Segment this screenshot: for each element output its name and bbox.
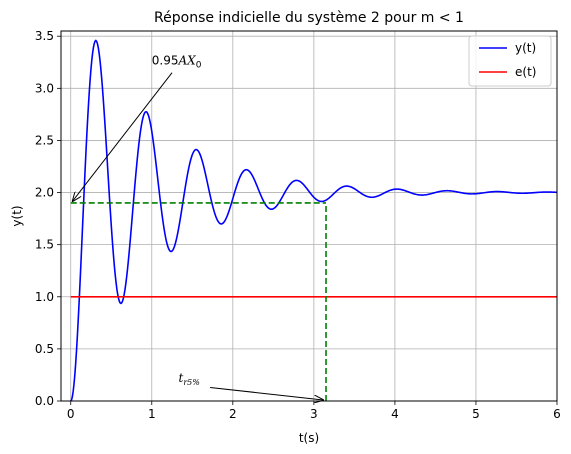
x-tick-label: 4 xyxy=(391,407,399,421)
legend-label-e: e(t) xyxy=(515,65,536,79)
x-axis-label: t(s) xyxy=(299,431,319,445)
series-line-y xyxy=(70,39,557,401)
annotation-label-095ax0: 0.95AX0 xyxy=(152,53,202,70)
annotation-arrow-095ax0 xyxy=(73,72,173,201)
x-tick-label: 2 xyxy=(229,407,237,421)
y-tick-label: 2.5 xyxy=(35,133,54,147)
legend: y(t) e(t) xyxy=(468,35,552,87)
series-layer xyxy=(70,39,557,401)
legend-box xyxy=(468,35,552,87)
y-tick-label: 2.0 xyxy=(35,186,54,200)
annotation-arrow-tr5 xyxy=(210,386,323,400)
annotations: 0.95AX0 tr5% xyxy=(73,53,323,400)
x-tick-label: 0 xyxy=(67,407,75,421)
plot-frame xyxy=(60,30,558,402)
y-tick-label: 1.0 xyxy=(35,290,54,304)
y-tick-label: 0.0 xyxy=(35,394,54,408)
x-tick-label: 3 xyxy=(310,407,318,421)
reference-lines xyxy=(70,202,327,401)
y-tick-label: 0.5 xyxy=(35,342,54,356)
x-axis-ticks: 0 1 2 3 4 5 6 xyxy=(67,401,561,421)
grid xyxy=(61,31,558,402)
y-tick-label: 3.0 xyxy=(35,81,54,95)
chart-title: Réponse indicielle du système 2 pour m <… xyxy=(154,10,464,26)
y-axis-label: y(t) xyxy=(10,205,24,226)
legend-label-y: y(t) xyxy=(515,41,536,55)
x-tick-label: 6 xyxy=(553,407,561,421)
x-tick-label: 1 xyxy=(148,407,156,421)
annotation-label-tr5: tr5% xyxy=(179,371,201,387)
y-axis-ticks: 0.0 0.5 1.0 1.5 2.0 2.5 3.0 3.5 xyxy=(35,29,61,408)
y-tick-label: 3.5 xyxy=(35,29,54,43)
x-tick-label: 5 xyxy=(472,407,480,421)
y-tick-label: 1.5 xyxy=(35,238,54,252)
